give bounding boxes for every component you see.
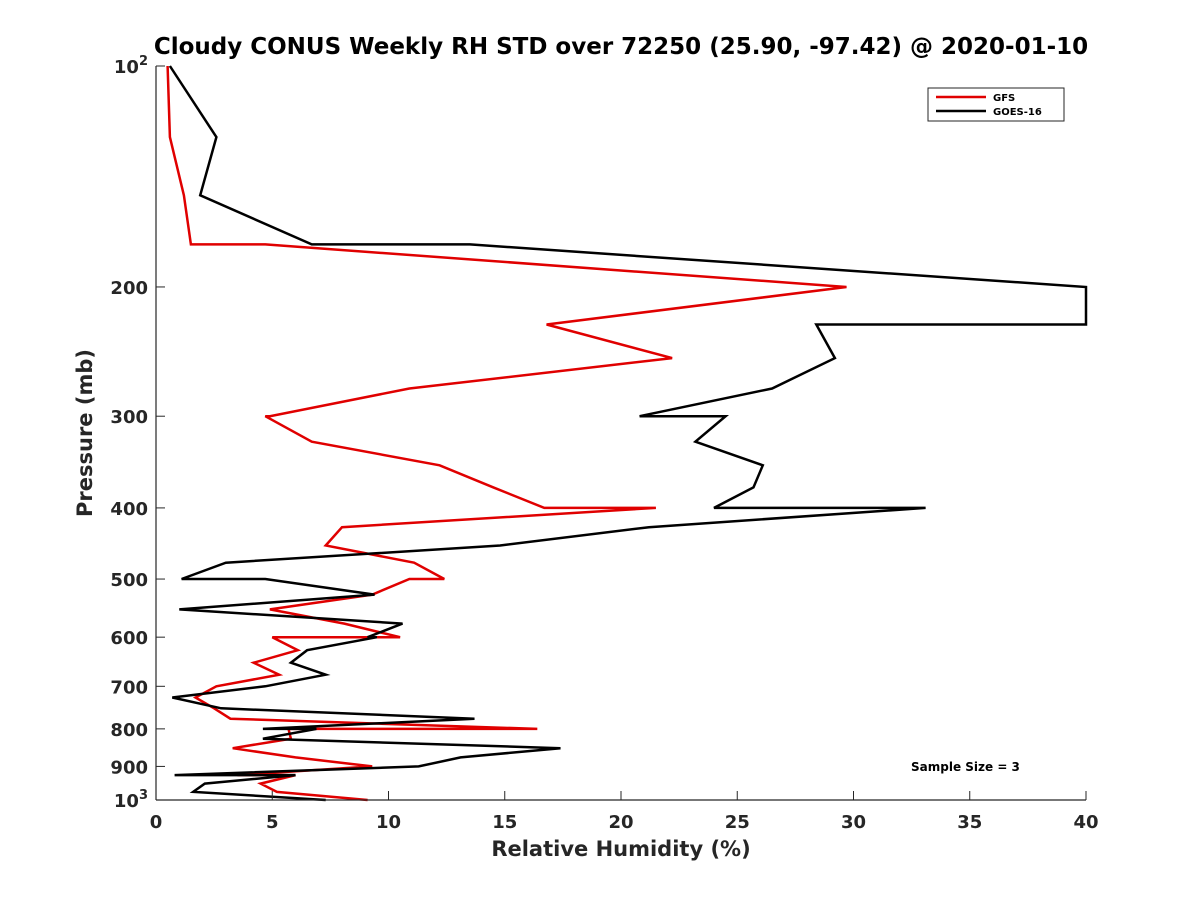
x-tick-label: 35 [957, 812, 982, 833]
legend-box [927, 87, 1065, 122]
series-line-goes16 [168, 65, 1088, 802]
series-lines [166, 65, 1088, 802]
x-tick-label: 20 [608, 812, 633, 833]
y-tick-label: 900 [110, 757, 148, 778]
x-tick-label: 25 [725, 812, 750, 833]
y-tick-label: 600 [110, 628, 148, 649]
chart-title: Cloudy CONUS Weekly RH STD over 72250 (2… [154, 34, 1088, 60]
y-tick-label: 103 [114, 788, 148, 812]
sample-size-annotation: Sample Size = 3 [911, 760, 1020, 774]
y-tick-label: 700 [110, 677, 148, 698]
x-tick-label: 30 [841, 812, 866, 833]
y-tick-label: 200 [110, 278, 148, 299]
legend: GFS GOES-16 [927, 87, 1065, 122]
x-axis-label: Relative Humidity (%) [491, 837, 750, 861]
legend-label-goes16: GOES-16 [993, 107, 1042, 118]
x-tick-label: 5 [266, 812, 279, 833]
x-tick-label: 15 [492, 812, 517, 833]
y-tick-label: 300 [110, 407, 148, 428]
x-ticks: 0 5 10 15 20 25 30 35 40 [150, 791, 1099, 833]
y-ticks: 102 200 300 400 500 600 700 800 900 103 [110, 54, 165, 812]
y-axis-label: Pressure (mb) [73, 349, 97, 517]
legend-label-gfs: GFS [993, 93, 1015, 104]
x-tick-label: 40 [1073, 812, 1098, 833]
y-tick-label: 800 [110, 720, 148, 741]
x-tick-label: 0 [150, 812, 163, 833]
y-tick-label: 400 [110, 499, 148, 520]
y-tick-label: 102 [114, 54, 148, 78]
x-tick-label: 10 [376, 812, 401, 833]
y-tick-label: 500 [110, 570, 148, 591]
series-line-gfs [166, 65, 847, 802]
